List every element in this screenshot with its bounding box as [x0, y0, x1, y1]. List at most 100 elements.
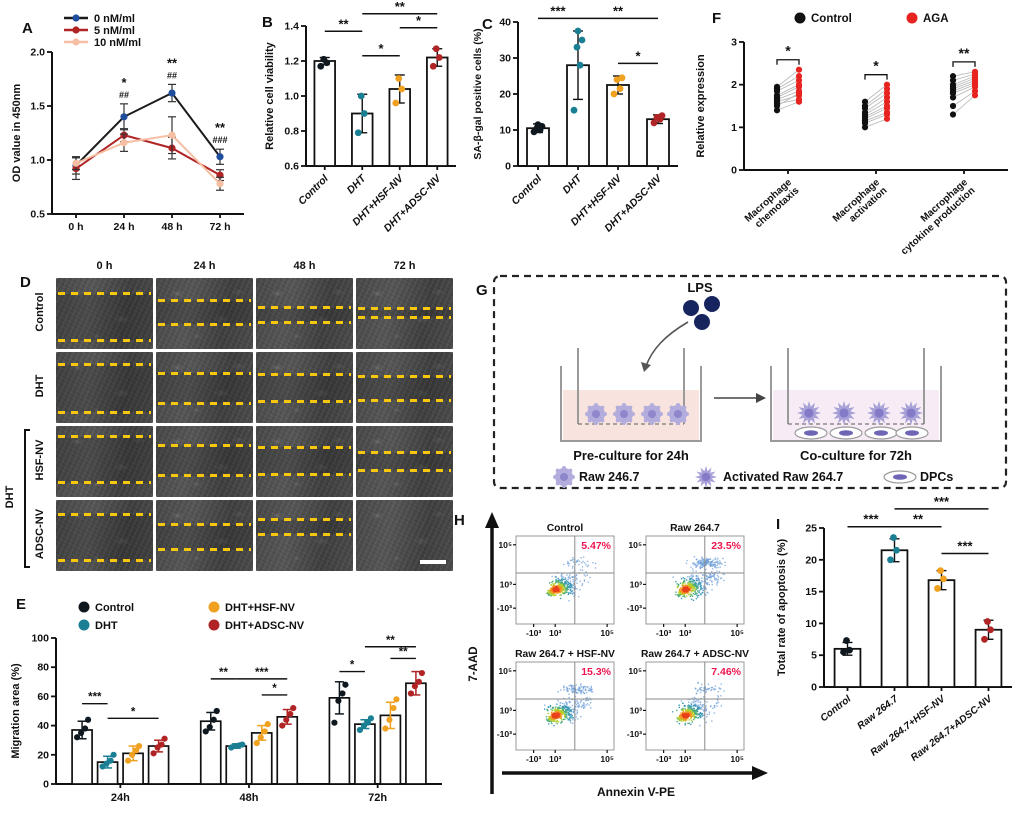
wound-area — [56, 514, 153, 561]
wound-area — [156, 445, 253, 476]
panel-D-migration-microscopy-grid: D 0 h 24 h 48 h 72 h Control DHT HSF-NV ADSC-NV… — [0, 260, 464, 582]
dpc-cell-icon — [895, 426, 929, 440]
wound-edge-dashed-line — [357, 468, 452, 472]
svg-text:-10³: -10³ — [497, 729, 512, 739]
svg-text:1.0: 1.0 — [30, 155, 45, 167]
panel-A-od-line-chart: A 0.5 1.0 1.5 2.0 OD value in 450nm 0 h 24 h 48… — [6, 4, 258, 252]
sa-b-gal-bar-chart: 0 10 20 30 40 SA-β-gal positive cells (%) Cont… — [472, 3, 678, 235]
svg-text:-10³: -10³ — [497, 603, 512, 613]
svg-text:15.3%: 15.3% — [581, 666, 611, 678]
svg-text:Raw 246.7: Raw 246.7 — [579, 470, 640, 484]
svg-text:Co-culture for 72h: Co-culture for 72h — [800, 448, 912, 463]
svg-text:-10³: -10³ — [627, 603, 642, 613]
svg-text:**: ** — [386, 635, 395, 647]
wound-edge-dashed-line — [157, 474, 252, 478]
svg-text:10⁵: 10⁵ — [600, 754, 614, 764]
wound-edge-dashed-line — [357, 315, 452, 319]
wound-area — [356, 376, 453, 401]
svg-text:Annexin V-PE: Annexin V-PE — [597, 785, 675, 799]
wound-area — [156, 524, 253, 550]
row-label-treatment: DHT — [34, 374, 46, 397]
panel-G-coculture-diagram: G LPS Pre-culture for 24h Co-culture for 7… — [466, 258, 1016, 494]
svg-text:*: * — [785, 43, 791, 59]
microscopy-image — [56, 426, 153, 497]
svg-text:-10³: -10³ — [526, 628, 541, 638]
svg-text:OD value in 450nm: OD value in 450nm — [11, 84, 23, 183]
svg-text:72 h: 72 h — [209, 221, 230, 233]
column-header-time: 0 h — [96, 260, 113, 272]
row-label-treatment: HSF-NV — [34, 439, 46, 480]
wound-edge-dashed-line — [57, 481, 152, 485]
svg-text:10⁵: 10⁵ — [628, 540, 642, 550]
svg-text:0: 0 — [505, 161, 511, 173]
microscopy-image — [356, 278, 453, 349]
wound-area — [56, 436, 153, 483]
microscopy-image — [156, 426, 253, 497]
column-header-time: 24 h — [193, 260, 216, 272]
svg-text:Raw 264.7: Raw 264.7 — [855, 693, 900, 732]
microscopy-image — [356, 352, 453, 423]
svg-text:*: * — [378, 41, 384, 56]
dish1-outline — [560, 366, 702, 442]
cell-viability-bar-chart: 0.6 0.8 1.0 1.2 1.4 Relative cell viability Co… — [264, 0, 456, 235]
panel-label-F: F — [712, 10, 722, 27]
svg-text:0.5: 0.5 — [30, 209, 45, 221]
svg-text:**: ** — [959, 45, 970, 61]
svg-text:*: * — [131, 706, 136, 718]
svg-text:*: * — [121, 75, 127, 90]
svg-text:-10³: -10³ — [656, 754, 671, 764]
wound-edge-dashed-line — [157, 299, 252, 303]
svg-text:Control: Control — [811, 13, 852, 25]
wound-edge-dashed-line — [257, 445, 352, 449]
svg-text:10⁵: 10⁵ — [498, 540, 512, 550]
panel-label-I: I — [776, 516, 781, 533]
svg-text:0 h: 0 h — [68, 221, 83, 233]
wound-edge-dashed-line — [57, 292, 152, 296]
activated-cell-icon — [832, 401, 856, 425]
dpc-cell-icon — [829, 426, 863, 440]
dht-bracket-tick — [24, 566, 30, 568]
svg-text:***: *** — [934, 494, 950, 509]
svg-text:***: *** — [550, 3, 566, 18]
wound-edge-dashed-line — [57, 338, 152, 342]
activated-cell-icon — [867, 401, 891, 425]
svg-text:0: 0 — [43, 779, 49, 791]
svg-text:2: 2 — [731, 79, 737, 91]
wound-edge-dashed-line — [257, 320, 352, 324]
svg-text:Activated Raw 264.7: Activated Raw 264.7 — [723, 470, 843, 484]
microscopy-image — [56, 500, 153, 571]
wound-edge-dashed-line — [57, 363, 152, 367]
svg-text:Total rate of apoptosis (%): Total rate of apoptosis (%) — [776, 539, 788, 677]
raw-cell-icon — [613, 403, 635, 425]
svg-text:7.46%: 7.46% — [711, 666, 741, 678]
microscopy-image — [156, 278, 253, 349]
lps-particle-icon — [683, 300, 699, 316]
wound-edge-dashed-line — [57, 512, 152, 516]
lps-arrow — [645, 321, 689, 367]
column-header-time: 72 h — [393, 260, 416, 272]
svg-text:DHT: DHT — [95, 620, 118, 632]
svg-text:*: * — [350, 660, 355, 672]
svg-text:0.6: 0.6 — [284, 161, 299, 173]
wound-edge-dashed-line — [257, 532, 352, 536]
wound-area — [156, 373, 253, 404]
svg-text:0: 0 — [811, 682, 817, 694]
svg-text:10⁵: 10⁵ — [628, 666, 642, 676]
panel-label-E: E — [16, 596, 27, 613]
wound-area — [356, 308, 453, 318]
column-header-time: 48 h — [293, 260, 316, 272]
svg-text:10⁵: 10⁵ — [730, 754, 744, 764]
svg-text:1.0: 1.0 — [284, 91, 299, 103]
svg-text:10⁵: 10⁵ — [730, 628, 744, 638]
panel-C-sabgal-bar-chart: C 0 10 20 30 40 SA-β-gal positive cells (%) Co… — [468, 2, 686, 258]
svg-text:-10³: -10³ — [656, 628, 671, 638]
wound-area — [156, 300, 253, 325]
panel-label-B: B — [262, 14, 273, 31]
svg-text:40: 40 — [499, 17, 511, 29]
panel-label-H: H — [454, 512, 465, 529]
raw-cell-icon — [641, 403, 663, 425]
svg-text:48h: 48h — [240, 792, 259, 804]
wound-edge-dashed-line — [257, 518, 352, 522]
svg-text:***: *** — [957, 538, 973, 553]
panel-B-viability-bar-chart: B 0.6 0.8 1.0 1.2 1.4 Relative cell viability… — [260, 0, 468, 258]
